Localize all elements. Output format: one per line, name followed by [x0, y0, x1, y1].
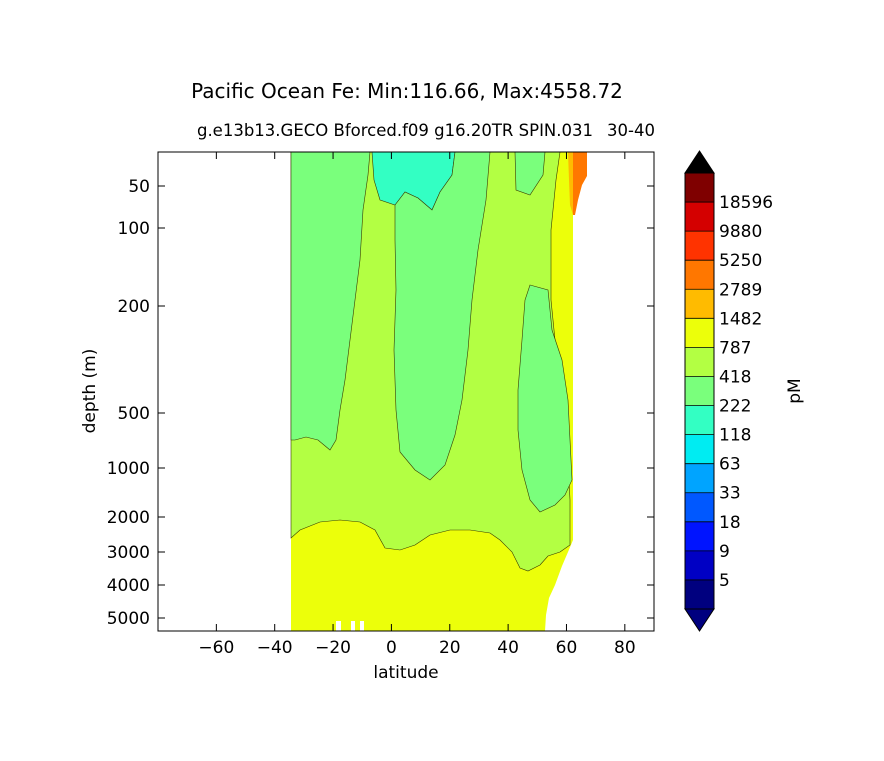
colorbar: 5 9 18 33 63 118 222 418 787 1482 2789 5250 9880 1859… [684, 150, 773, 632]
chart-subtitle-right: 30-40 [607, 121, 655, 140]
y-tick-label: 1000 [107, 459, 150, 479]
contour-fill [290, 152, 587, 631]
colorbar-tick-label: 63 [719, 455, 741, 475]
y-tick-label: 200 [118, 297, 150, 317]
x-tick-label: 80 [614, 638, 636, 658]
y-tick-label: 100 [118, 219, 150, 239]
y-tick-label: 3000 [107, 543, 150, 563]
colorbar-tick-label: 2789 [719, 280, 762, 300]
plot-area [157, 151, 655, 632]
y-tick-label: 500 [118, 404, 150, 424]
region-418-787-north [393, 152, 491, 481]
y-tick-label: 2000 [107, 508, 150, 528]
colorbar-segment [685, 550, 714, 580]
colorbar-segment [685, 289, 714, 319]
colorbar-extend-low [684, 608, 715, 632]
x-tick-label: 60 [556, 638, 578, 658]
colorbar-tick-label: 5 [719, 571, 730, 591]
colorbar-segment [685, 521, 714, 551]
colorbar-tick-label: 9 [719, 542, 730, 562]
colorbar-segment [685, 405, 714, 435]
colorbar-tick-label: 18596 [719, 193, 773, 213]
x-tick-label: 40 [497, 638, 519, 658]
colorbar-segment [685, 347, 714, 377]
colorbar-tick-label: 787 [719, 338, 751, 358]
y-tick-label: 5000 [107, 609, 150, 629]
colorbar-segment [685, 579, 714, 609]
y-tick-label: 50 [128, 177, 150, 197]
x-tick-label: −40 [257, 638, 293, 658]
colorbar-frame [684, 172, 715, 610]
plot-frame [157, 151, 655, 632]
colorbar-tick-label: 33 [719, 484, 741, 504]
y-tick-label: 4000 [107, 576, 150, 596]
y-axis-label: depth (m) [80, 349, 100, 434]
x-tick-label: 0 [386, 638, 397, 658]
x-axis: −60 −40 −20 0 20 40 60 80 [198, 152, 636, 658]
colorbar-segment [685, 202, 714, 232]
chart-title: Pacific Ocean Fe: Min:116.66, Max:4558.7… [191, 79, 623, 103]
colorbar-tick-label: 118 [719, 426, 751, 446]
colorbar-segment [685, 463, 714, 493]
bottom-gap-2 [351, 621, 355, 631]
bottom-gap-1 [336, 621, 341, 631]
region-418-787-south [290, 152, 371, 451]
y-axis: 50 100 200 500 1000 2000 3000 4000 5000 [107, 177, 654, 629]
colorbar-segment [685, 173, 714, 203]
bottom-gap-3 [360, 621, 364, 631]
colorbar-segment [685, 376, 714, 406]
colorbar-segment [685, 318, 714, 348]
colorbar-segment [685, 492, 714, 522]
colorbar-tick-label: 222 [719, 397, 751, 417]
region-1482-2789-north [568, 152, 573, 215]
x-tick-label: −20 [315, 638, 351, 658]
colorbar-extend-high [684, 150, 715, 174]
colorbar-tick-label: 1482 [719, 309, 762, 329]
colorbar-tick-label: 18 [719, 513, 741, 533]
colorbar-label: pM [785, 378, 805, 403]
colorbar-tick-label: 9880 [719, 222, 762, 242]
chart-subtitle: g.e13b13.GECO Bforced.f09 g16.20TR SPIN.… [197, 121, 593, 140]
x-axis-label: latitude [373, 663, 438, 683]
colorbar-segment [685, 260, 714, 290]
x-tick-label: −60 [198, 638, 234, 658]
colorbar-segment [685, 434, 714, 464]
region-2789-5250 [573, 152, 587, 215]
colorbar-tick-label: 418 [719, 367, 751, 387]
colorbar-tick-label: 5250 [719, 251, 762, 271]
region-418-787-east [514, 152, 546, 196]
colorbar-segment [685, 231, 714, 261]
x-tick-label: 20 [439, 638, 461, 658]
region-418-787-east-deep [517, 284, 573, 513]
